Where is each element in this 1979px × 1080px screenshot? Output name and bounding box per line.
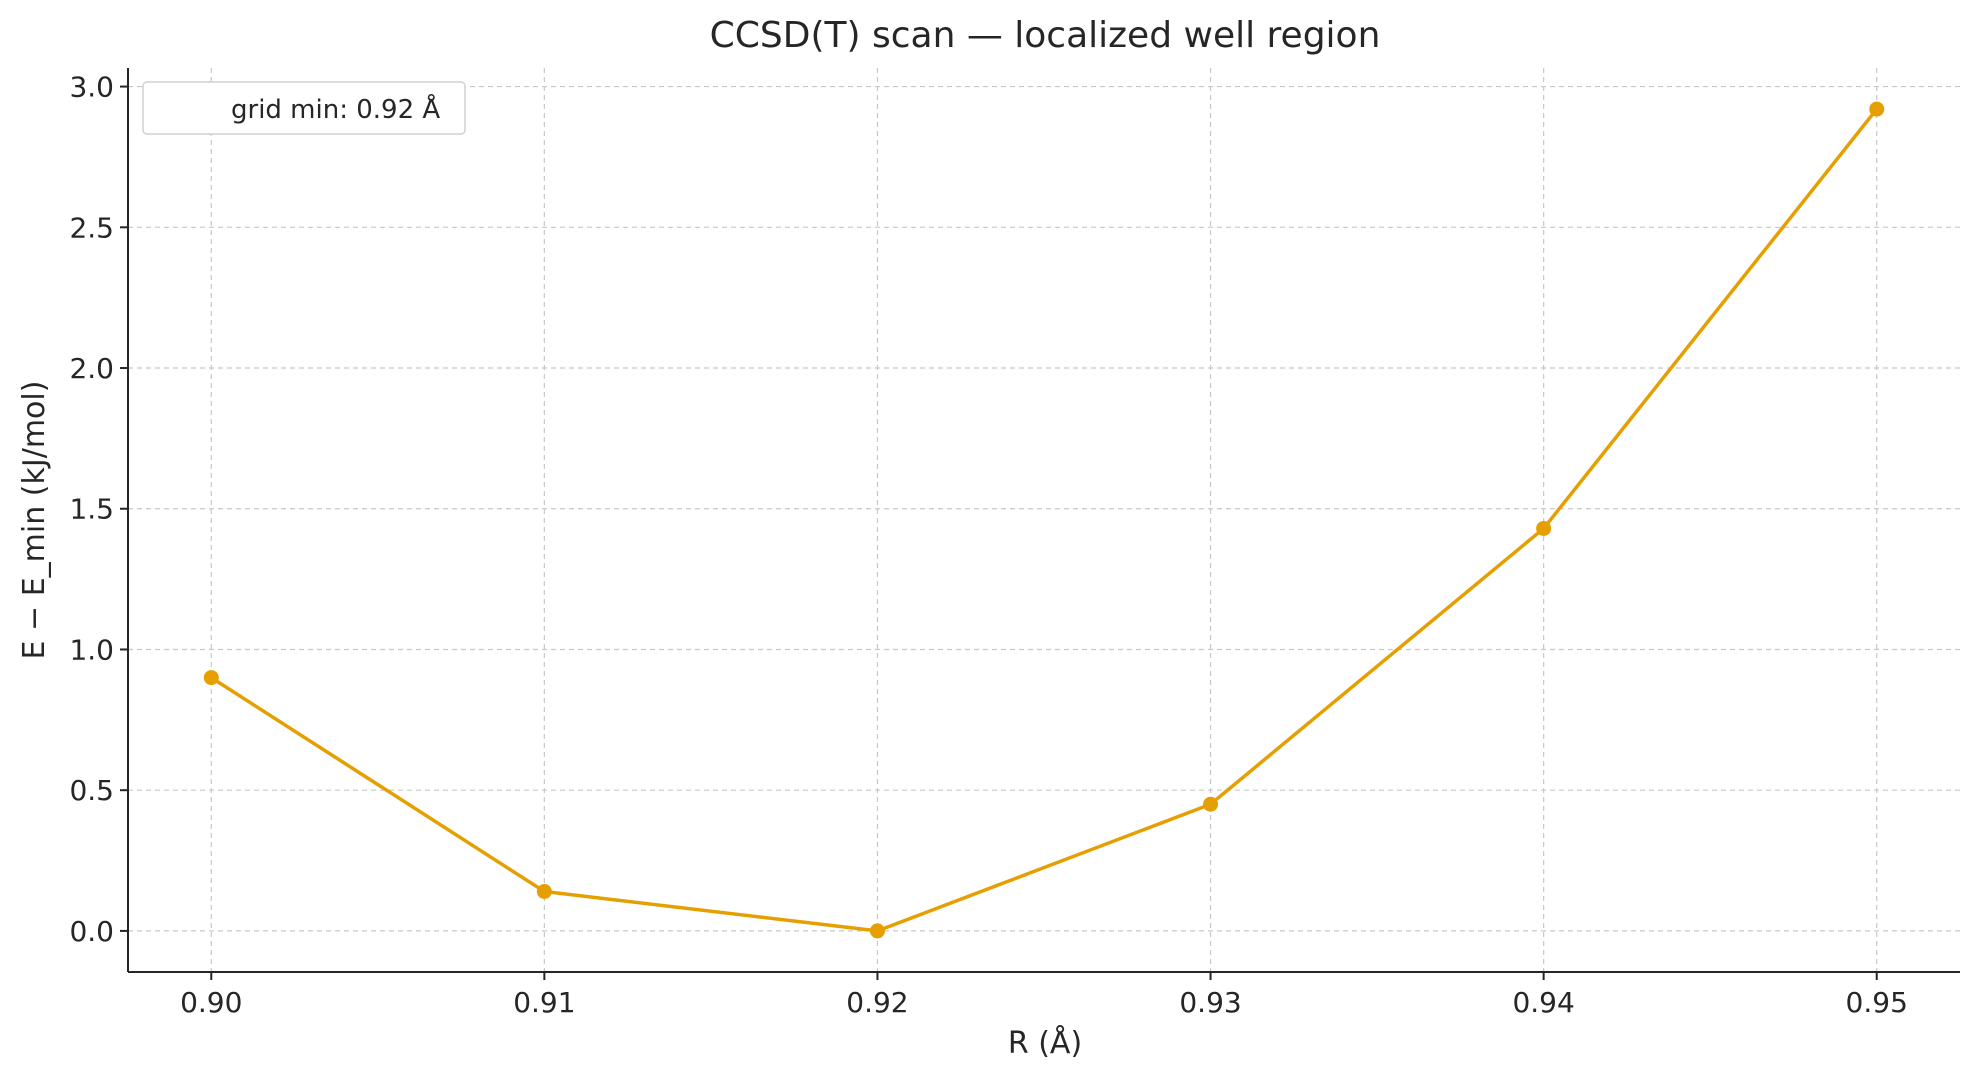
x-tick-label: 0.93 <box>1179 986 1241 1019</box>
data-point <box>203 670 219 686</box>
y-tick-label: 0.0 <box>69 915 114 948</box>
y-tick-label: 2.0 <box>69 352 114 385</box>
data-point <box>1869 101 1885 117</box>
y-axis-label: E − E_min (kJ/mol) <box>17 381 52 660</box>
y-tick-label: 0.5 <box>69 774 114 807</box>
legend-text: grid min: 0.92 Å <box>231 93 440 125</box>
data-point <box>536 884 552 900</box>
y-ticks: 0.0 0.5 1.0 1.5 2.0 2.5 3.0 <box>69 71 128 948</box>
y-tick-label: 1.0 <box>69 633 114 666</box>
x-tick-label: 0.90 <box>180 986 242 1019</box>
legend: grid min: 0.92 Å <box>142 81 466 135</box>
series-line <box>210 108 1879 933</box>
chart-title: CCSD(T) scan — localized well region <box>710 15 1381 56</box>
y-tick-label: 2.5 <box>69 211 114 244</box>
data-point <box>1203 796 1219 812</box>
legend-box <box>142 81 466 135</box>
series-layer <box>203 101 1885 939</box>
grid-lines <box>128 68 1960 972</box>
x-tick-label: 0.94 <box>1512 986 1574 1019</box>
x-axis-label: R (Å) <box>1008 1025 1082 1061</box>
data-point <box>1536 520 1552 536</box>
x-tick-label: 0.95 <box>1846 986 1908 1019</box>
y-tick-label: 3.0 <box>69 71 114 104</box>
x-ticks: 0.90 0.91 0.92 0.93 0.94 0.95 <box>180 972 1908 1019</box>
data-point <box>869 923 885 939</box>
x-tick-label: 0.91 <box>513 986 575 1019</box>
y-tick-label: 1.5 <box>69 493 114 526</box>
x-tick-label: 0.92 <box>846 986 908 1019</box>
